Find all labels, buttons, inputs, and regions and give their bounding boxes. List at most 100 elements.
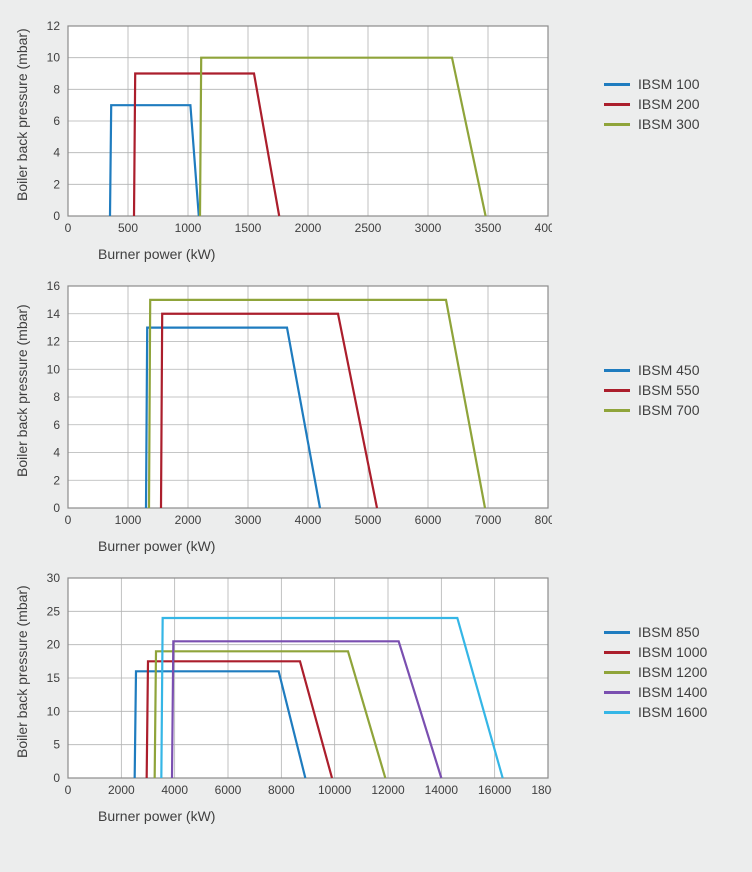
- y-axis-label: Boiler back pressure (mbar): [14, 572, 30, 772]
- x-tick-label: 5000: [355, 513, 382, 527]
- x-tick-label: 10000: [318, 783, 352, 797]
- chart2-block: Boiler back pressure (mbar) 0 1000 2000 3000…: [14, 280, 738, 554]
- x-tick-label: 0: [65, 513, 72, 527]
- y-tick-label: 12: [47, 335, 61, 349]
- legend-swatch: [604, 103, 630, 106]
- chart3-svg: 0 2000 4000 6000 8000 10000 12000 14000 16000 180…: [34, 572, 552, 802]
- legend-label: IBSM 1400: [638, 684, 707, 700]
- y-tick-label: 15: [47, 671, 61, 685]
- y-axis-label: Boiler back pressure (mbar): [14, 20, 30, 210]
- legend-swatch: [604, 671, 630, 674]
- legend-item: IBSM 700: [604, 402, 699, 418]
- y-tick-label: 2: [53, 473, 60, 487]
- y-tick-label: 8: [53, 390, 60, 404]
- x-tick-label: 1000: [175, 221, 202, 235]
- y-axis-label: Boiler back pressure (mbar): [14, 280, 30, 502]
- x-tick-label: 4000: [535, 221, 552, 235]
- x-tick-label: 0: [65, 783, 72, 797]
- legend-swatch: [604, 389, 630, 392]
- x-tick-label: 2500: [355, 221, 382, 235]
- chart2-legend: IBSM 450 IBSM 550 IBSM 700: [604, 362, 699, 422]
- legend-item: IBSM 850: [604, 624, 707, 640]
- x-tick-label: 8000: [268, 783, 295, 797]
- x-axis-label: Burner power (kW): [98, 538, 738, 554]
- chart3-legend: IBSM 850 IBSM 1000 IBSM 1200 IBSM 1400 IBSM …: [604, 624, 707, 724]
- x-tick-label: 16000: [478, 783, 512, 797]
- legend-label: IBSM 700: [638, 402, 699, 418]
- chart1-svg: 0 500 1000 1500 2000 2500 3000 3500 4000 0 2 4 6 8 10 1…: [34, 20, 552, 240]
- x-tick-label: 500: [118, 221, 138, 235]
- legend-item: IBSM 550: [604, 382, 699, 398]
- chart1-block: Boiler back pressure (mbar) 0 500 1000 1500 2…: [14, 20, 738, 262]
- legend-swatch: [604, 711, 630, 714]
- legend-swatch: [604, 409, 630, 412]
- y-tick-label: 0: [53, 771, 60, 785]
- y-tick-label: 10: [47, 51, 61, 65]
- legend-item: IBSM 450: [604, 362, 699, 378]
- legend-label: IBSM 100: [638, 76, 699, 92]
- legend-label: IBSM 550: [638, 382, 699, 398]
- x-tick-label: 1500: [235, 221, 262, 235]
- y-tick-label: 12: [47, 20, 61, 33]
- y-tick-label: 6: [53, 114, 60, 128]
- legend-label: IBSM 1200: [638, 664, 707, 680]
- x-tick-label: 3000: [415, 221, 442, 235]
- y-tick-label: 0: [53, 209, 60, 223]
- legend-label: IBSM 1000: [638, 644, 707, 660]
- x-tick-label: 18000: [531, 783, 552, 797]
- y-tick-label: 8: [53, 82, 60, 96]
- legend-item: IBSM 1400: [604, 684, 707, 700]
- x-tick-label: 2000: [295, 221, 322, 235]
- legend-swatch: [604, 369, 630, 372]
- y-tick-label: 10: [47, 704, 61, 718]
- x-tick-label: 14000: [425, 783, 459, 797]
- y-tick-label: 4: [53, 446, 60, 460]
- y-tick-label: 0: [53, 501, 60, 515]
- x-tick-label: 6000: [215, 783, 242, 797]
- y-tick-label: 14: [47, 307, 61, 321]
- x-axis-label: Burner power (kW): [98, 246, 738, 262]
- x-tick-label: 2000: [175, 513, 202, 527]
- x-tick-label: 3500: [475, 221, 502, 235]
- y-tick-label: 25: [47, 604, 61, 618]
- x-tick-label: 2000: [108, 783, 135, 797]
- legend-item: IBSM 300: [604, 116, 699, 132]
- legend-label: IBSM 450: [638, 362, 699, 378]
- y-tick-label: 5: [53, 738, 60, 752]
- legend-swatch: [604, 631, 630, 634]
- legend-item: IBSM 100: [604, 76, 699, 92]
- y-tick-label: 16: [47, 280, 61, 293]
- y-tick-label: 20: [47, 638, 61, 652]
- legend-swatch: [604, 691, 630, 694]
- chart3-block: Boiler back pressure (mbar) 0 2000 4000 6000…: [14, 572, 738, 824]
- legend-swatch: [604, 651, 630, 654]
- legend-item: IBSM 1000: [604, 644, 707, 660]
- chart1-legend: IBSM 100 IBSM 200 IBSM 300: [604, 76, 699, 136]
- y-tick-label: 10: [47, 362, 61, 376]
- x-tick-label: 4000: [295, 513, 322, 527]
- x-tick-label: 0: [65, 221, 72, 235]
- x-tick-label: 8000: [535, 513, 552, 527]
- y-tick-label: 30: [47, 572, 61, 585]
- legend-label: IBSM 850: [638, 624, 699, 640]
- x-tick-label: 6000: [415, 513, 442, 527]
- x-tick-label: 7000: [475, 513, 502, 527]
- x-axis-label: Burner power (kW): [98, 808, 738, 824]
- x-tick-label: 1000: [115, 513, 142, 527]
- x-tick-label: 3000: [235, 513, 262, 527]
- chart2-svg: 0 1000 2000 3000 4000 5000 6000 7000 8000 0 2 4 6 8 10…: [34, 280, 552, 532]
- legend-label: IBSM 200: [638, 96, 699, 112]
- x-tick-label: 12000: [371, 783, 405, 797]
- y-tick-label: 2: [53, 177, 60, 191]
- charts-page: Boiler back pressure (mbar)0500100015002…: [0, 0, 752, 872]
- legend-item: IBSM 1600: [604, 704, 707, 720]
- legend-item: IBSM 1200: [604, 664, 707, 680]
- legend-label: IBSM 300: [638, 116, 699, 132]
- legend-swatch: [604, 123, 630, 126]
- legend-swatch: [604, 83, 630, 86]
- legend-item: IBSM 200: [604, 96, 699, 112]
- legend-label: IBSM 1600: [638, 704, 707, 720]
- y-tick-label: 6: [53, 418, 60, 432]
- x-tick-label: 4000: [161, 783, 188, 797]
- y-tick-label: 4: [53, 146, 60, 160]
